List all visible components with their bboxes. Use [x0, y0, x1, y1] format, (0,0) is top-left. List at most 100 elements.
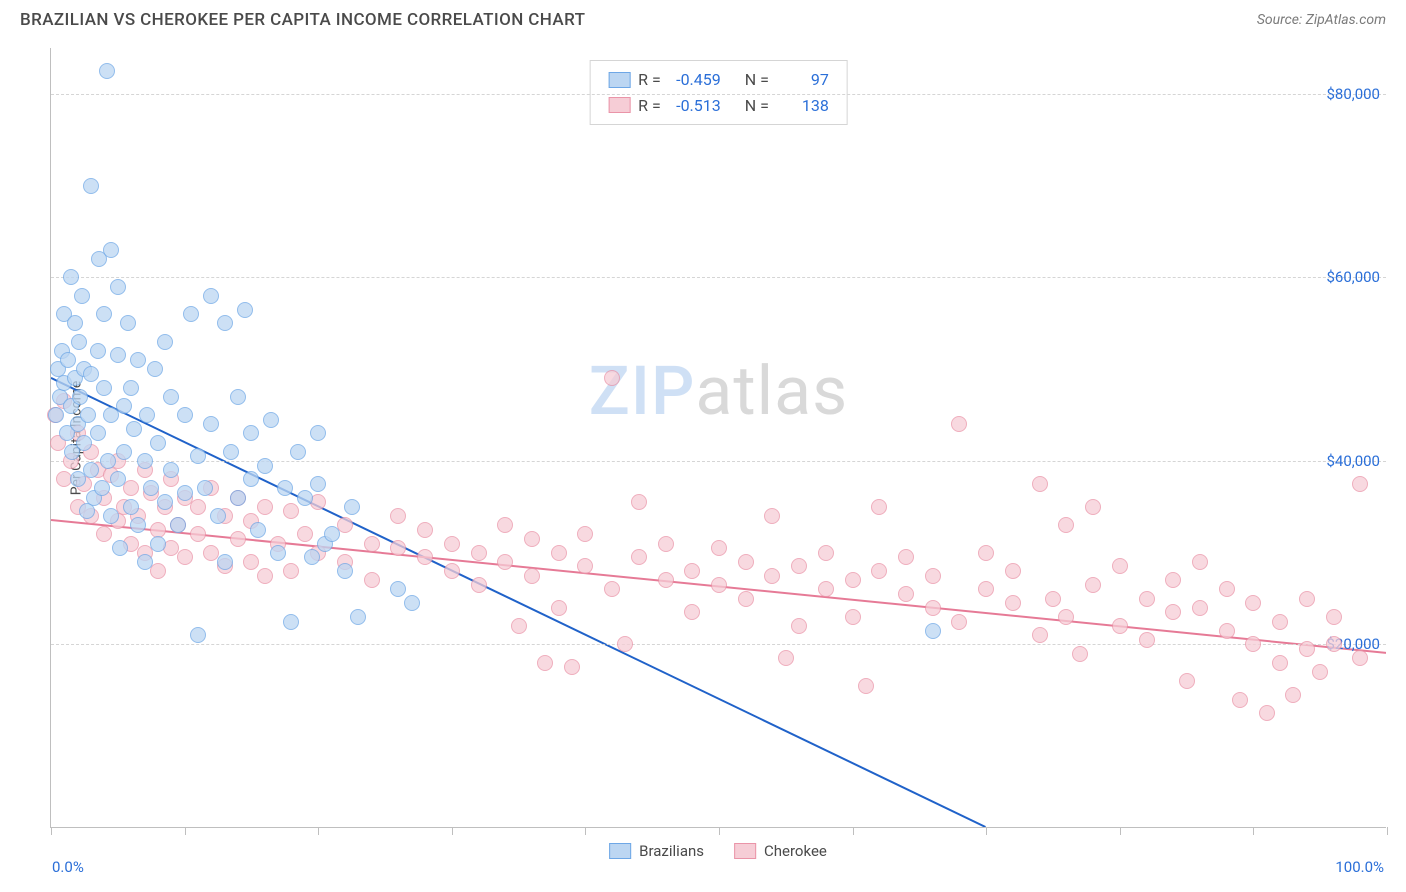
- data-point-brazilians: [203, 416, 219, 432]
- data-point-cherokee: [658, 572, 674, 588]
- data-point-cherokee: [417, 522, 433, 538]
- data-point-cherokee: [925, 568, 941, 584]
- data-point-brazilians: [116, 398, 132, 414]
- data-point-cherokee: [1192, 554, 1208, 570]
- data-point-brazilians: [96, 380, 112, 396]
- data-point-brazilians: [83, 366, 99, 382]
- data-point-brazilians: [48, 407, 64, 423]
- watermark-zip: ZIP: [589, 351, 696, 431]
- data-point-cherokee: [1232, 692, 1248, 708]
- data-point-cherokee: [617, 636, 633, 652]
- y-tick-label: $80,000: [1326, 85, 1380, 103]
- data-point-cherokee: [818, 581, 834, 597]
- data-point-cherokee: [1272, 655, 1288, 671]
- source-label: Source:: [1257, 12, 1302, 28]
- data-point-brazilians: [71, 334, 87, 350]
- data-point-cherokee: [537, 655, 553, 671]
- data-point-cherokee: [1045, 591, 1061, 607]
- data-point-brazilians: [350, 609, 366, 625]
- data-point-cherokee: [1285, 687, 1301, 703]
- x-tick: [452, 827, 453, 835]
- data-point-brazilians: [163, 462, 179, 478]
- data-point-brazilians: [96, 306, 112, 322]
- data-point-brazilians: [310, 425, 326, 441]
- data-point-cherokee: [257, 568, 273, 584]
- data-point-brazilians: [123, 380, 139, 396]
- x-tick: [185, 827, 186, 835]
- data-point-brazilians: [283, 614, 299, 630]
- data-point-cherokee: [1112, 618, 1128, 634]
- data-point-cherokee: [1165, 572, 1181, 588]
- chart-container: Per Capita Income ZIPatlas R =-0.459 N =…: [50, 48, 1386, 828]
- chart-header: BRAZILIAN VS CHEROKEE PER CAPITA INCOME …: [0, 0, 1406, 34]
- legend-swatch-brazilians: [609, 843, 631, 859]
- data-point-cherokee: [1192, 600, 1208, 616]
- data-point-cherokee: [871, 563, 887, 579]
- data-point-cherokee: [297, 526, 313, 542]
- data-point-brazilians: [344, 499, 360, 515]
- data-point-cherokee: [444, 563, 460, 579]
- data-point-cherokee: [1058, 517, 1074, 533]
- data-point-cherokee: [177, 549, 193, 565]
- x-tick: [1120, 827, 1121, 835]
- data-point-cherokee: [858, 678, 874, 694]
- data-point-cherokee: [764, 508, 780, 524]
- data-point-cherokee: [524, 531, 540, 547]
- data-point-cherokee: [1352, 650, 1368, 666]
- data-point-brazilians: [130, 352, 146, 368]
- data-point-cherokee: [951, 614, 967, 630]
- stat-r-label: R =: [638, 67, 661, 93]
- data-point-brazilians: [250, 522, 266, 538]
- swatch-brazilians: [608, 72, 630, 88]
- data-point-cherokee: [1112, 558, 1128, 574]
- data-point-brazilians: [157, 494, 173, 510]
- data-point-brazilians: [147, 361, 163, 377]
- data-point-cherokee: [1139, 591, 1155, 607]
- data-point-brazilians: [150, 536, 166, 552]
- data-point-brazilians: [110, 347, 126, 363]
- data-point-brazilians: [100, 453, 116, 469]
- data-point-cherokee: [951, 416, 967, 432]
- data-point-cherokee: [631, 494, 647, 510]
- stat-n-label: N =: [745, 93, 769, 119]
- data-point-brazilians: [230, 490, 246, 506]
- data-point-cherokee: [791, 618, 807, 634]
- data-point-cherokee: [1299, 641, 1315, 657]
- data-point-brazilians: [72, 389, 88, 405]
- data-point-brazilians: [190, 627, 206, 643]
- source-name: ZipAtlas.com: [1306, 12, 1386, 28]
- data-point-cherokee: [577, 526, 593, 542]
- x-tick: [1253, 827, 1254, 835]
- legend-item-brazilians: Brazilians: [609, 842, 704, 860]
- x-tick: [719, 827, 720, 835]
- data-point-brazilians: [297, 490, 313, 506]
- data-point-cherokee: [551, 545, 567, 561]
- data-point-cherokee: [364, 572, 380, 588]
- data-point-brazilians: [324, 526, 340, 542]
- data-point-cherokee: [1032, 476, 1048, 492]
- data-point-brazilians: [67, 315, 83, 331]
- stat-n-label: N =: [745, 67, 769, 93]
- data-point-cherokee: [283, 503, 299, 519]
- legend-item-cherokee: Cherokee: [734, 842, 827, 860]
- data-point-brazilians: [197, 480, 213, 496]
- y-tick-label: $40,000: [1326, 452, 1380, 470]
- data-point-brazilians: [63, 269, 79, 285]
- data-point-cherokee: [123, 480, 139, 496]
- data-point-brazilians: [163, 389, 179, 405]
- data-point-cherokee: [1312, 664, 1328, 680]
- data-point-brazilians: [80, 407, 96, 423]
- data-point-cherokee: [818, 545, 834, 561]
- data-point-cherokee: [978, 545, 994, 561]
- data-point-brazilians: [74, 288, 90, 304]
- stat-r-value-brazilians: -0.459: [669, 67, 721, 93]
- data-point-brazilians: [177, 485, 193, 501]
- data-point-brazilians: [99, 63, 115, 79]
- data-point-brazilians: [230, 389, 246, 405]
- data-point-brazilians: [112, 540, 128, 556]
- data-point-brazilians: [337, 563, 353, 579]
- data-point-cherokee: [925, 600, 941, 616]
- data-point-cherokee: [658, 536, 674, 552]
- data-point-cherokee: [1005, 563, 1021, 579]
- watermark: ZIPatlas: [589, 351, 849, 431]
